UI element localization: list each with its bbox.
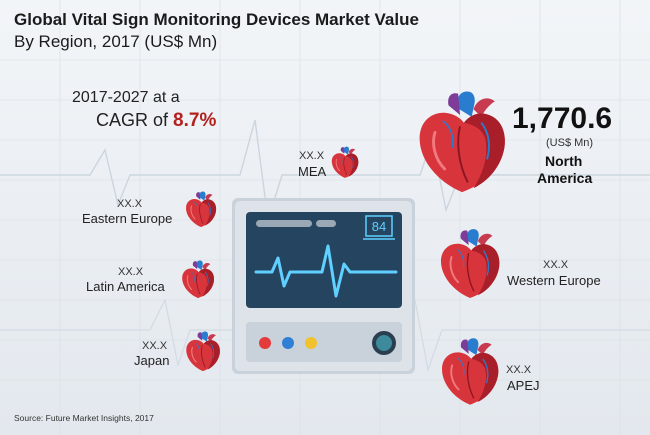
region-name-japan: Japan: [134, 353, 170, 368]
heart-icon: [438, 336, 502, 406]
region-value-apej: XX.X: [506, 364, 532, 376]
cagr-prefix: CAGR of: [96, 110, 174, 130]
chart-subtitle: By Region, 2017 (US$ Mn): [14, 32, 218, 51]
heart-icon: [437, 226, 503, 300]
vital-sign-monitor-icon: 84: [232, 198, 415, 374]
region-name-mea: MEA: [298, 164, 327, 179]
heart-icon: [180, 258, 216, 300]
region-value-mea: XX.X: [299, 150, 325, 162]
region-value-north-america: 1,770.6: [512, 102, 613, 135]
heart-icon: [184, 190, 218, 228]
region-value-latin-america: XX.X: [118, 266, 144, 278]
cagr-label: CAGR of 8.7%: [96, 110, 216, 132]
region-name-north-america-line1: North: [545, 153, 583, 169]
region-name-latin-america: Latin America: [86, 279, 165, 294]
monitor-reading: 84: [372, 219, 386, 234]
region-value-eastern-europe: XX.X: [117, 198, 143, 210]
region-value-western-europe: XX.X: [543, 259, 569, 271]
chart-title: Global Vital Sign Monitoring Devices Mar…: [14, 10, 419, 29]
region-name-western-europe: Western Europe: [507, 273, 601, 288]
region-name-eastern-europe: Eastern Europe: [82, 211, 173, 226]
heart-icon: [410, 88, 514, 194]
source-note: Source: Future Market Insights, 2017: [14, 413, 154, 423]
heart-icon: [184, 328, 222, 374]
region-name-north-america-line2: America: [537, 170, 593, 186]
region-unit-north-america: (US$ Mn): [546, 137, 594, 149]
region-value-japan: XX.X: [142, 340, 168, 352]
heart-icon: [330, 145, 360, 179]
region-name-apej: APEJ: [507, 378, 540, 393]
cagr-period-label: 2017-2027 at a: [72, 89, 180, 106]
cagr-value: 8.7%: [173, 110, 217, 131]
